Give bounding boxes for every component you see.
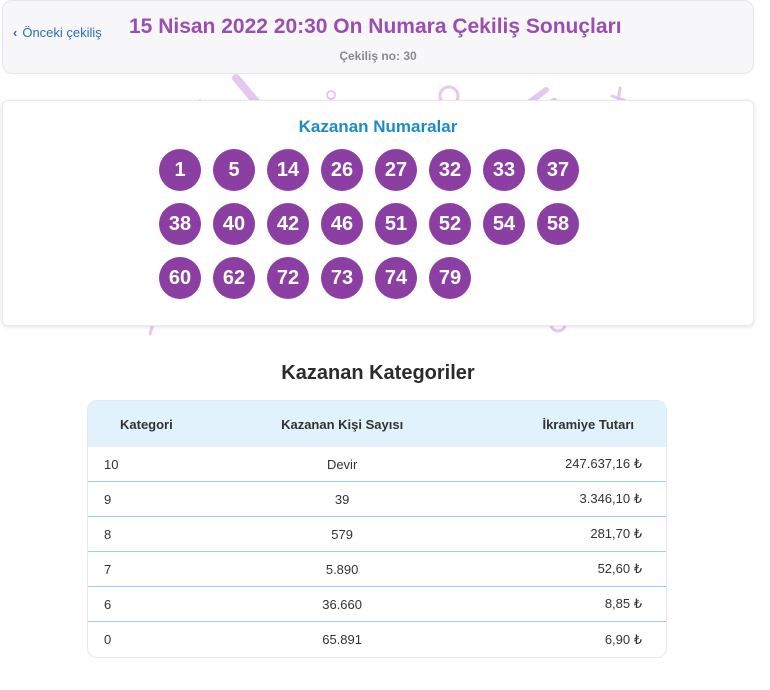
table-header: Kategori Kazanan Kişi Sayısı İkramiye Tu… xyxy=(88,401,666,447)
winners-cell: 36.660 xyxy=(322,596,362,612)
table-row: 8 579 281,70 ₺ xyxy=(88,517,666,552)
category-cell: 8 xyxy=(104,526,112,542)
category-cell: 7 xyxy=(104,561,112,577)
number-ball: 5 xyxy=(213,149,255,191)
page-title: 15 Nisan 2022 20:30 On Numara Çekiliş So… xyxy=(129,15,622,38)
table-row: 0 65.891 6,90 ₺ xyxy=(88,622,666,657)
number-ball: 40 xyxy=(213,203,255,245)
number-ball: 60 xyxy=(159,257,201,299)
chevron-left-icon: ‹ xyxy=(13,25,18,40)
winning-numbers-title: Kazanan Numaralar xyxy=(298,117,458,136)
categories-title: Kazanan Kategoriler xyxy=(281,362,475,384)
winners-cell: 5.890 xyxy=(325,561,359,577)
winners-cell: 579 xyxy=(331,526,353,542)
column-header-category: Kategori xyxy=(120,416,173,432)
table-row: 9 39 3.346,10 ₺ xyxy=(88,482,666,517)
number-ball: 62 xyxy=(213,257,255,299)
winners-cell: 39 xyxy=(334,491,350,507)
number-ball: 54 xyxy=(483,203,525,245)
number-ball: 58 xyxy=(537,203,579,245)
prize-cell: 3.346,10 ₺ xyxy=(579,491,643,506)
previous-draw-label: Önceki çekiliş xyxy=(22,25,102,40)
number-ball: 74 xyxy=(375,257,417,299)
number-ball: 32 xyxy=(429,149,471,191)
category-cell: 0 xyxy=(104,632,112,647)
prize-cell: 6,90 ₺ xyxy=(604,631,642,647)
number-ball: 26 xyxy=(321,149,363,191)
previous-draw-link[interactable]: ‹ Önceki çekiliş xyxy=(13,25,102,40)
number-ball: 42 xyxy=(267,203,309,245)
number-ball: 46 xyxy=(321,203,363,245)
number-ball: 1 xyxy=(159,149,201,191)
number-ball: 79 xyxy=(429,257,471,299)
table-row: 6 36.660 8,85 ₺ xyxy=(88,587,666,622)
prize-cell: 281,70 ₺ xyxy=(590,526,642,541)
winners-cell: Devir xyxy=(326,456,358,472)
number-ball: 14 xyxy=(267,149,309,191)
category-cell: 9 xyxy=(104,491,112,507)
number-ball: 73 xyxy=(321,257,363,299)
number-ball: 37 xyxy=(537,149,579,191)
draw-number: Çekiliş no: 30 xyxy=(339,49,417,63)
category-cell: 6 xyxy=(104,596,112,612)
category-cell: 10 xyxy=(104,456,119,472)
number-ball: 27 xyxy=(375,149,417,191)
table-row: 10 Devir 247.637,16 ₺ xyxy=(88,447,666,482)
column-header-prize: İkramiye Tutarı xyxy=(542,416,634,432)
number-ball: 52 xyxy=(429,203,471,245)
header-card: ‹ Önceki çekiliş 15 Nisan 2022 20:30 On … xyxy=(2,0,754,74)
column-header-winners: Kazanan Kişi Sayısı xyxy=(281,416,404,432)
winners-cell: 65.891 xyxy=(322,632,362,647)
table-body: 10 Devir 247.637,16 ₺ 9 39 3.346,10 ₺ 8 579 281,… xyxy=(88,447,666,657)
number-ball: 51 xyxy=(375,203,417,245)
table-row: 7 5.890 52,60 ₺ xyxy=(88,552,666,587)
number-ball: 38 xyxy=(159,203,201,245)
winning-numbers-grid: 1 5 14 26 27 32 33 37 38 40 42 46 51 52 54 58 60 62 72 73 74… xyxy=(159,149,599,299)
winning-numbers-card: Kazanan Numaralar 1 5 14 26 27 32 33 37 38 40 42 46… xyxy=(2,100,754,326)
prize-cell: 8,85 ₺ xyxy=(604,596,642,611)
prize-cell: 52,60 ₺ xyxy=(597,561,642,576)
number-ball: 72 xyxy=(267,257,309,299)
number-ball: 33 xyxy=(483,149,525,191)
prize-cell: 247.637,16 ₺ xyxy=(565,456,642,471)
winning-categories-table: Kategori Kazanan Kişi Sayısı İkramiye Tu… xyxy=(87,400,667,658)
